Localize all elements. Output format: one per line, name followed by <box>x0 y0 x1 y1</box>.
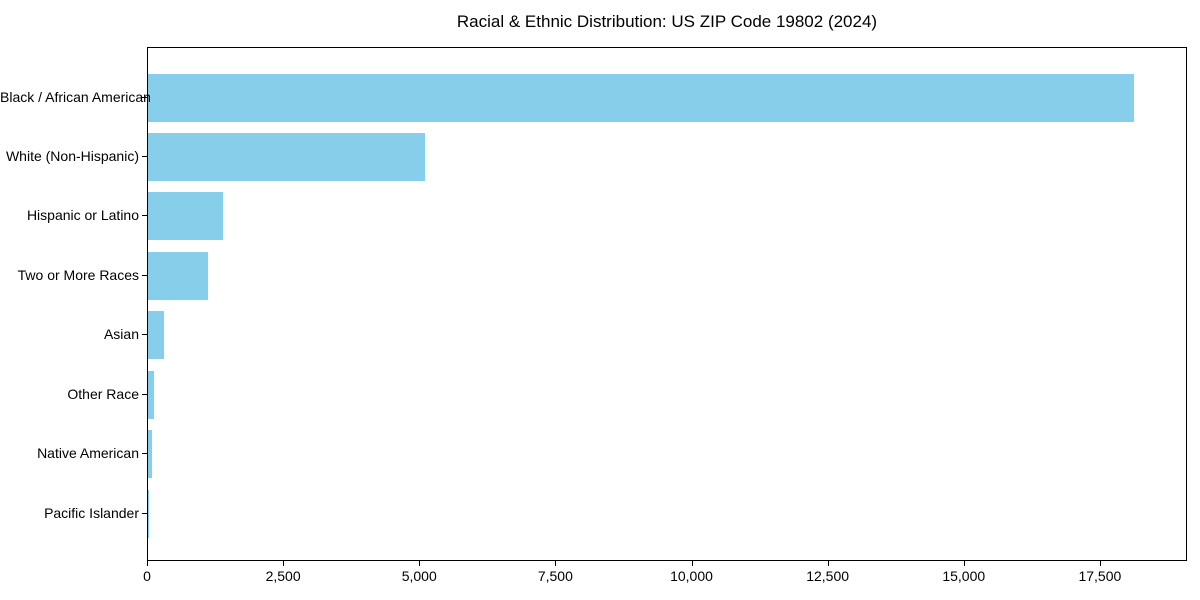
y-tick-mark <box>142 96 147 98</box>
bar-white-non-hispanic <box>148 132 426 181</box>
bar-pacific-islander <box>148 489 149 538</box>
x-tick-mark <box>963 561 965 566</box>
y-tick-label-native-american: Native American <box>37 445 139 462</box>
chart-title: Racial & Ethnic Distribution: US ZIP Cod… <box>456 12 878 31</box>
bar-asian <box>148 311 164 360</box>
y-tick-label-pacific-islander: Pacific Islander <box>44 504 139 521</box>
plot-area <box>147 47 1187 561</box>
bar-native-american <box>148 430 152 479</box>
y-tick-mark <box>142 393 147 395</box>
x-tick-label-15000: 15,000 <box>942 568 986 584</box>
y-tick-mark <box>142 274 147 276</box>
y-tick-mark <box>142 155 147 157</box>
y-tick-label-white-non-hispanic: White (Non-Hispanic) <box>5 147 139 164</box>
y-tick-mark <box>142 453 147 455</box>
x-tick-mark <box>691 561 693 566</box>
x-tick-label-0: 0 <box>143 568 151 584</box>
y-tick-mark <box>142 215 147 217</box>
bar-two-or-more-races <box>148 251 208 300</box>
y-tick-mark <box>142 512 147 514</box>
x-tick-mark <box>283 561 285 566</box>
x-tick-mark <box>147 561 148 566</box>
bar-hispanic-or-latino <box>148 192 223 241</box>
x-tick-label-12500: 12,500 <box>806 568 850 584</box>
x-tick-mark <box>827 561 829 566</box>
y-tick-label-asian: Asian <box>103 326 139 343</box>
y-tick-label-other-race: Other Race <box>67 385 139 402</box>
x-tick-mark <box>555 561 557 566</box>
x-tick-mark <box>1099 561 1101 566</box>
x-tick-label-7500: 7,500 <box>537 568 573 584</box>
y-tick-label-black-african-american: Black / African American <box>0 88 151 105</box>
x-tick-mark <box>419 561 421 566</box>
y-tick-label-two-or-more-races: Two or More Races <box>17 266 139 283</box>
y-tick-mark <box>142 334 147 336</box>
bar-other-race <box>148 370 154 419</box>
bar-black-african-american <box>148 73 1135 122</box>
x-tick-label-5000: 5,000 <box>401 568 437 584</box>
x-tick-label-17500: 17,500 <box>1078 568 1122 584</box>
y-tick-label-hispanic-or-latino: Hispanic or Latino <box>26 207 139 224</box>
x-tick-label-2500: 2,500 <box>265 568 301 584</box>
x-tick-label-10000: 10,000 <box>670 568 713 584</box>
